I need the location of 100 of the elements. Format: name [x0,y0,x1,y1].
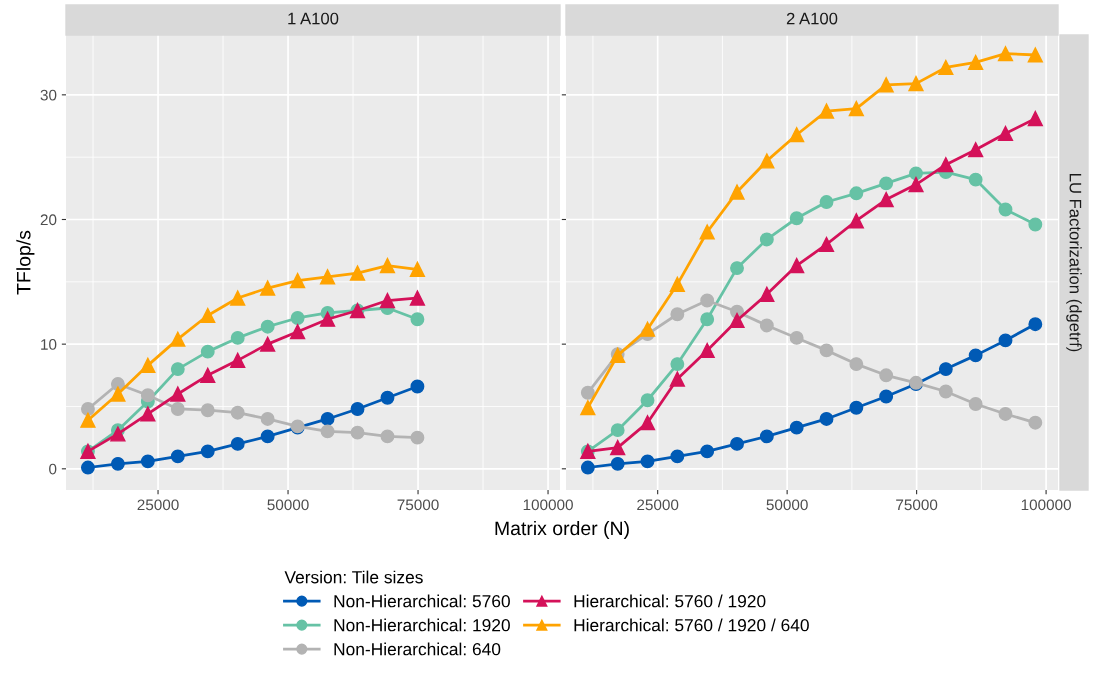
point [610,439,626,456]
point [730,436,744,451]
point [410,312,425,327]
point [319,269,336,285]
point [170,362,185,377]
point [230,290,246,306]
point [1028,415,1043,430]
point [200,444,215,459]
point [200,307,216,324]
point [349,265,366,281]
y-tick-label: 20 [40,214,57,226]
point [997,125,1014,142]
point [1028,317,1043,332]
point [110,456,125,471]
point [640,393,655,408]
point [639,321,656,337]
point [140,454,155,469]
point [320,424,335,439]
point [789,420,804,435]
point [200,344,215,359]
point [80,412,96,428]
point [80,460,95,475]
x-tick-label: 75000 [896,499,938,511]
point [699,342,715,359]
point [759,232,774,247]
point [759,429,774,444]
point [789,330,804,345]
point [350,425,365,440]
y-tick-label: 10 [41,339,57,350]
point [230,436,245,451]
point [968,54,984,71]
point [170,386,186,402]
point [759,318,774,333]
point [938,362,953,377]
point [998,407,1013,421]
point [670,307,685,322]
point [260,429,275,444]
chart-title: 1 A100 [288,12,339,25]
point [230,352,246,368]
point [909,166,923,181]
point [879,368,894,383]
point [140,406,156,422]
legend-label: Hierarchical: 5760 / 1920 [574,594,766,608]
chart-title: 2 A100 [786,12,838,25]
text: LU Factorization (dgetrf) [1066,174,1082,352]
x-tick-label: 50000 [766,499,808,511]
point [260,280,276,296]
point [410,430,425,445]
point [699,224,715,240]
point [610,423,625,438]
point [140,357,156,373]
point [410,379,425,394]
point [938,59,954,76]
point [848,213,864,229]
point [908,176,924,193]
legend-label: Hierarchical: 5760 / 1920 / 640 [574,618,809,632]
point [998,202,1013,217]
point [260,412,275,426]
point [730,261,744,276]
point [818,103,835,119]
point [759,286,775,302]
point [290,311,305,325]
point [580,400,596,416]
point [580,460,595,475]
legend-label: Non-Hierarchical: 1920 [334,618,510,632]
point [848,100,864,117]
point [729,184,745,200]
point [938,384,953,399]
point [819,343,834,358]
point [879,389,894,404]
point [878,77,894,93]
point [908,75,924,92]
point [230,330,245,345]
legend-label: Non-Hierarchical: 5760 [334,594,510,608]
point [789,257,805,274]
point [110,386,126,402]
point [409,290,426,306]
x-tick-label: 100000 [523,499,573,511]
point [320,412,335,426]
point [379,257,396,274]
x-tick-label: 25000 [137,499,179,511]
x-tick-label: 25000 [637,499,679,511]
point [170,402,185,416]
point [879,176,894,191]
point [379,292,396,309]
point [289,272,306,289]
point [380,429,395,444]
point [878,191,894,208]
point [669,276,685,292]
point [380,390,395,405]
point [640,454,655,469]
point [670,449,685,464]
point [669,371,685,387]
point [230,405,245,420]
y-tick-label: 30 [40,89,57,101]
y-axis-title: TFlop/s [16,230,35,295]
point [849,357,864,372]
point [80,402,95,416]
point [170,449,185,464]
point [610,456,625,471]
